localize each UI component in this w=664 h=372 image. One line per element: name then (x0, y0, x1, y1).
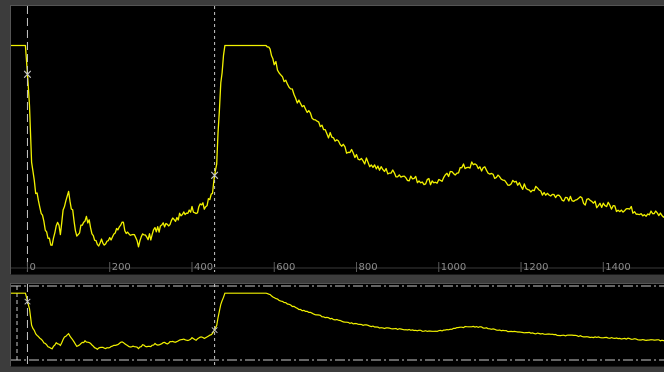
overview-signal-trace (11, 292, 664, 351)
x-tick-label: 1000 (441, 262, 466, 273)
overview-plot-panel[interactable]: × × (10, 283, 664, 367)
overview-marker-a-cross[interactable]: × (23, 295, 32, 308)
marker-group[interactable]: ×× (22, 6, 220, 272)
main-plot-panel[interactable]: × × 0 200 400 600 800 1000 1200 1400 (10, 5, 664, 275)
x-tick-label: 1200 (523, 262, 548, 273)
overview-selection-frame[interactable] (11, 285, 664, 361)
signal-trace (11, 44, 664, 248)
x-tick-label: 1400 (605, 262, 630, 273)
overview-marker-group[interactable]: ×× (23, 284, 219, 366)
x-tick-label: 400 (194, 262, 213, 273)
x-tick-label: 600 (276, 262, 295, 273)
main-plot[interactable]: ×× 0 200 400 600 800 1000 1200 1400 (11, 6, 664, 274)
x-tick-label: 0 (29, 262, 35, 273)
overview-plot[interactable]: ×× (11, 284, 664, 366)
overview-signal-line (11, 292, 664, 351)
x-axis-ticks: 0 200 400 600 800 1000 1200 1400 (26, 262, 631, 273)
x-tick-label: 800 (359, 262, 378, 273)
marker-b-cross[interactable]: × (209, 168, 220, 183)
signal-line (11, 44, 664, 248)
overview-marker-b-cross[interactable]: × (210, 323, 219, 336)
x-tick-label: 200 (112, 262, 131, 273)
marker-a-cross[interactable]: × (22, 67, 33, 82)
